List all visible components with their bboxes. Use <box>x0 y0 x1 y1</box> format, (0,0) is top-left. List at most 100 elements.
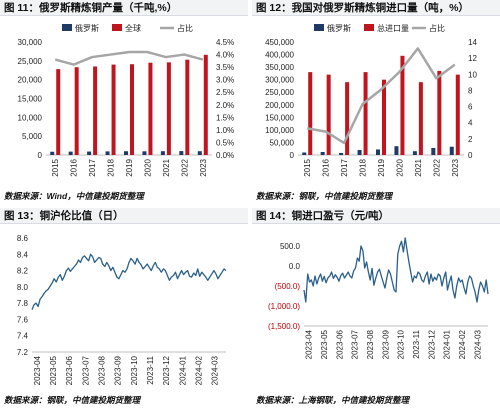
legend-label: 全球 <box>125 23 141 33</box>
source-note: 数据来源：钢联，中信建投期货整理 <box>256 191 393 201</box>
x-tick-label: 2024-03 <box>473 329 482 359</box>
chart-title: 图 14：铜进口盈亏（元/吨） <box>256 210 390 222</box>
bar-全球 <box>93 66 98 155</box>
y-right-tick-label: 2 <box>468 135 473 144</box>
y-left-tick-label: 100,000 <box>265 126 294 135</box>
bar-全球 <box>74 67 79 155</box>
bar-俄罗斯 <box>50 151 55 155</box>
y-left-tick-label: 300,000 <box>265 76 294 85</box>
y-right-tick-label: 2.0% <box>216 101 234 110</box>
y-right-tick-label: 1.5% <box>216 113 234 122</box>
line-占比 <box>307 47 456 145</box>
y-right-tick-label: 12 <box>468 54 477 63</box>
x-tick-label: 2023-07 <box>351 329 360 359</box>
bar-总进口量 <box>418 82 423 155</box>
y-right-tick-label: 8 <box>468 86 473 95</box>
chart-title: 图 13：铜沪伦比值（日） <box>4 210 124 222</box>
y-tick-label: 8.2 <box>17 267 29 276</box>
x-tick-label: 2017 <box>88 158 97 176</box>
bar-全球 <box>56 69 61 155</box>
bar-全球 <box>185 59 190 155</box>
x-tick-label: 2023-09 <box>114 355 123 385</box>
x-tick-label: 2023-11 <box>412 329 421 358</box>
bar-总进口量 <box>326 74 331 155</box>
bar-俄罗斯 <box>68 151 73 155</box>
x-tick-label: 2023-04 <box>33 355 42 385</box>
legend-label: 占比 <box>429 23 445 33</box>
x-tick-label: 2023-10 <box>130 355 139 385</box>
ratio-line-chart: 7.2 7.4 7.6 7.8 8.0 8.2 8.4 8.6 2023-04 2023-05 20… <box>17 234 227 385</box>
legend-swatch <box>314 24 324 31</box>
bar-总进口量 <box>382 79 386 155</box>
bar-俄罗斯 <box>179 151 184 155</box>
legend-label: 总进口量 <box>377 23 409 33</box>
x-tick-label: 2024-01 <box>443 329 452 359</box>
y-left-tick-label: 25,000 <box>18 57 43 66</box>
x-tick-label: 2021 <box>162 158 171 176</box>
chart-title: 图 12：我国对俄罗斯精炼铜进口量（吨，%） <box>256 2 469 14</box>
y-left-tick-label: 450,000 <box>265 38 294 47</box>
bar-总进口量 <box>400 55 405 155</box>
x-tick-label: 2016 <box>322 158 331 176</box>
y-right-tick-label: 14 <box>468 38 477 47</box>
x-tick-label: 2023-06 <box>65 355 74 385</box>
y-left-tick-label: 0 <box>290 151 295 160</box>
x-tick-label: 2023 <box>199 158 208 176</box>
bar-总进口量 <box>363 72 368 155</box>
y-tick-label: 8.0 <box>17 283 29 292</box>
bar-俄罗斯 <box>124 151 128 155</box>
x-tick-label: 2023-12 <box>162 355 171 385</box>
bar-俄罗斯 <box>302 152 307 155</box>
y-tick-label: 7.2 <box>17 348 29 357</box>
x-tick-label: 2020 <box>395 158 404 176</box>
x-tick-label: 2021 <box>414 158 423 176</box>
y-right-tick-label: 3.0% <box>216 76 234 85</box>
y-left-tick-label: 150,000 <box>265 113 294 122</box>
bar-俄罗斯 <box>105 151 110 155</box>
y-left-tick-label: 200,000 <box>265 101 294 110</box>
panel-russia-refined-copper-output: 图 11：俄罗斯精炼铜产量（千吨,%） 俄罗斯 全球 占比 0 5,000 10,000 1… <box>0 0 248 204</box>
y-left-tick-label: 400,000 <box>265 51 294 60</box>
x-tick-label: 2018 <box>359 158 368 176</box>
y-right-tick-label: 4.5% <box>216 38 234 47</box>
russia-output-chart: 俄罗斯 全球 占比 0 5,000 10,000 15,000 20,000 25,000 30,… <box>18 23 235 177</box>
y-left-tick-label: 0 <box>38 151 43 160</box>
x-tick-label: 2017 <box>340 158 349 176</box>
source-note: 数据来源：上海钢联，中信建投期货整理 <box>256 395 410 405</box>
bar-总进口量 <box>437 70 442 155</box>
panel-shfe-lme-ratio: 图 13：铜沪伦比值（日） 7.2 7.4 7.6 7.8 8.0 8.2 8.4 8.6 20… <box>0 208 248 408</box>
x-tick-label: 2018 <box>107 158 116 176</box>
y-left-tick-label: 30,000 <box>18 38 43 47</box>
bar-俄罗斯 <box>394 146 399 155</box>
y-tick-label: 500.0 <box>280 242 301 251</box>
y-tick-label: 0.0 <box>289 262 301 271</box>
panel-import-profit-loss: 图 14：铜进口盈亏（元/吨） (1,500.0) (1,000.0) (500.0… <box>252 208 500 408</box>
legend-label: 占比 <box>177 23 193 33</box>
legend-label: 俄罗斯 <box>75 23 99 33</box>
y-tick-label: (1,500.0) <box>268 322 300 331</box>
series-line <box>31 253 227 310</box>
bar-俄罗斯 <box>431 147 436 155</box>
bar-俄罗斯 <box>357 149 362 155</box>
x-tick-label: 2015 <box>303 158 312 176</box>
source-note: 数据来源：钢联，中信建投期货整理 <box>4 395 141 405</box>
y-left-tick-label: 5,000 <box>22 132 43 141</box>
bar-总进口量 <box>308 72 313 155</box>
x-tick-label: 2019 <box>377 158 386 176</box>
x-tick-label: 2023-04 <box>305 329 314 359</box>
y-right-tick-label: 4.0% <box>216 51 234 60</box>
bar-俄罗斯 <box>320 151 325 155</box>
x-tick-label: 2023-11 <box>146 355 155 384</box>
y-right-tick-label: 3.5% <box>216 63 234 72</box>
panel-title-bar: 图 13：铜沪伦比值（日） <box>0 208 248 224</box>
x-tick-label: 2023-08 <box>366 329 375 359</box>
legend-swatch <box>112 24 122 31</box>
y-left-tick-label: 10,000 <box>18 113 43 122</box>
china-import-chart: 俄罗斯 总进口量 占比 0 50,000 100,000 150,000 200,000 250… <box>265 23 477 177</box>
x-tick-label: 2023-08 <box>98 355 107 385</box>
y-right-tick-label: 6 <box>468 103 473 112</box>
y-right-tick-label: 0 <box>468 151 473 160</box>
x-tick-label: 2019 <box>125 158 134 176</box>
panel-china-import-from-russia: 图 12：我国对俄罗斯精炼铜进口量（吨，%） 俄罗斯 总进口量 占比 0 50,000 1… <box>252 0 500 204</box>
y-tick-label: 8.4 <box>17 250 29 259</box>
